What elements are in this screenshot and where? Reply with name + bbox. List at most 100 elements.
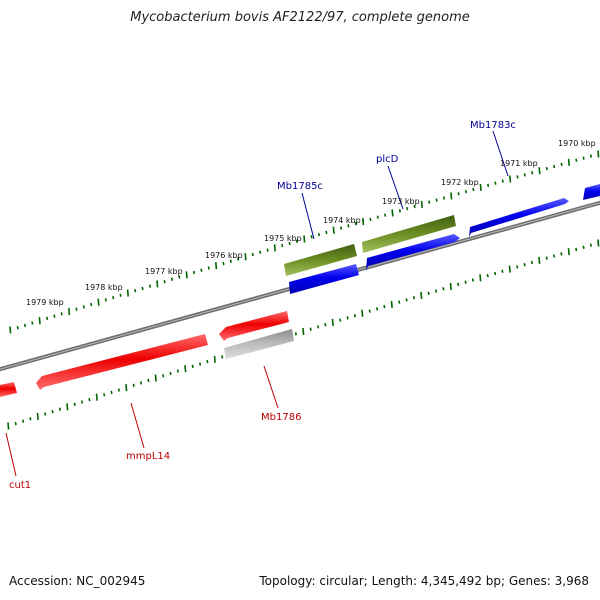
minor-tick [199,362,202,366]
gene-plcd[interactable] [362,215,456,253]
minor-tick [222,261,225,266]
major-tick [38,317,41,325]
minor-tick [81,400,84,404]
kbp-label: 1975 kbp [264,234,302,243]
minor-tick [310,235,313,239]
major-tick [97,298,100,306]
minor-tick [58,407,61,411]
minor-tick [464,190,468,194]
gene-label-mb1785c[interactable]: Mb1785c [277,181,323,192]
minor-tick [516,265,519,269]
gene-label-cut1[interactable]: cut1 [9,480,31,491]
minor-tick [523,263,526,267]
minor-tick [317,325,320,329]
minor-tick [340,226,343,230]
leader-mmpl14 [130,402,145,449]
minor-tick [384,213,387,217]
kbp-label: 1976 kbp [205,251,243,260]
major-tick [450,192,453,200]
gene-mb1786-pseudo[interactable] [224,329,294,359]
gene-label-mb1786[interactable]: Mb1786 [261,412,301,423]
major-tick [420,200,423,208]
minor-tick [134,289,137,293]
major-tick [509,175,512,183]
minor-tick [553,254,556,258]
minor-tick [383,304,386,309]
minor-tick [16,326,19,330]
major-tick [362,217,365,226]
minor-tick [501,269,504,273]
minor-tick [589,154,593,158]
minor-tick [73,402,76,407]
minor-tick [442,287,445,291]
major-tick [273,244,276,252]
minor-tick [44,412,47,416]
minor-tick [560,162,563,167]
minor-tick [193,270,196,275]
minor-tick [487,183,490,187]
minor-tick [281,243,284,248]
forward-strand-genes [284,184,600,294]
minor-tick [148,284,152,288]
minor-tick [339,318,342,322]
minor-tick [428,200,431,204]
minor-tick [294,332,297,336]
minor-tick [545,256,548,260]
minor-tick [221,355,224,359]
minor-tick [347,224,350,228]
minor-tick [23,323,27,328]
minor-tick [575,247,578,252]
minor-tick [103,393,106,397]
reverse-strand-genes [0,311,294,397]
gene-forward[interactable] [583,184,600,200]
minor-tick [53,314,56,318]
gene-cut1[interactable] [0,382,17,397]
major-tick [390,300,393,308]
gene-mb1785c[interactable] [284,244,357,276]
minor-tick [200,268,203,272]
gene-mb1785c-lower[interactable] [289,264,359,294]
major-tick [125,384,128,392]
major-tick [302,327,305,336]
minor-tick [207,266,210,270]
minor-tick [178,275,181,279]
minor-tick [325,230,328,235]
minor-tick [163,279,166,284]
minor-tick [251,252,254,257]
major-tick [244,253,247,261]
major-tick [303,235,306,243]
major-tick [215,262,218,270]
minor-tick [309,327,312,331]
genome-backbone-highlight [0,202,600,370]
minor-tick [119,293,122,297]
minor-tick [170,277,174,281]
gene-mmpl14[interactable] [36,334,208,390]
minor-tick [531,171,534,175]
minor-tick [582,156,585,160]
gene-label-plcd[interactable]: plcD [376,154,399,165]
gene-plcd-lower[interactable] [366,234,460,271]
minor-tick [176,369,179,373]
gene-label-mmpl14[interactable]: mmpL14 [126,451,170,462]
minor-tick [464,280,467,284]
minor-tick [169,371,172,376]
major-tick [156,280,159,288]
minor-tick [589,243,592,247]
major-tick [154,374,157,382]
major-tick [95,393,98,401]
minor-tick [75,307,78,311]
minor-tick [51,409,54,414]
minor-tick [147,378,150,383]
minor-tick [472,187,475,192]
gene-mb1786-red[interactable] [219,311,289,341]
gene-mb1783c[interactable] [469,198,569,237]
minor-tick [575,158,578,162]
minor-tick [435,289,438,293]
kbp-label: 1978 kbp [85,283,123,292]
major-tick [479,183,482,191]
minor-tick [406,206,409,211]
accession-label: Accession: NC_002945 [9,574,146,588]
minor-tick [110,390,113,395]
gene-label-mb1783c[interactable]: Mb1783c [470,120,516,131]
minor-tick [435,198,438,202]
